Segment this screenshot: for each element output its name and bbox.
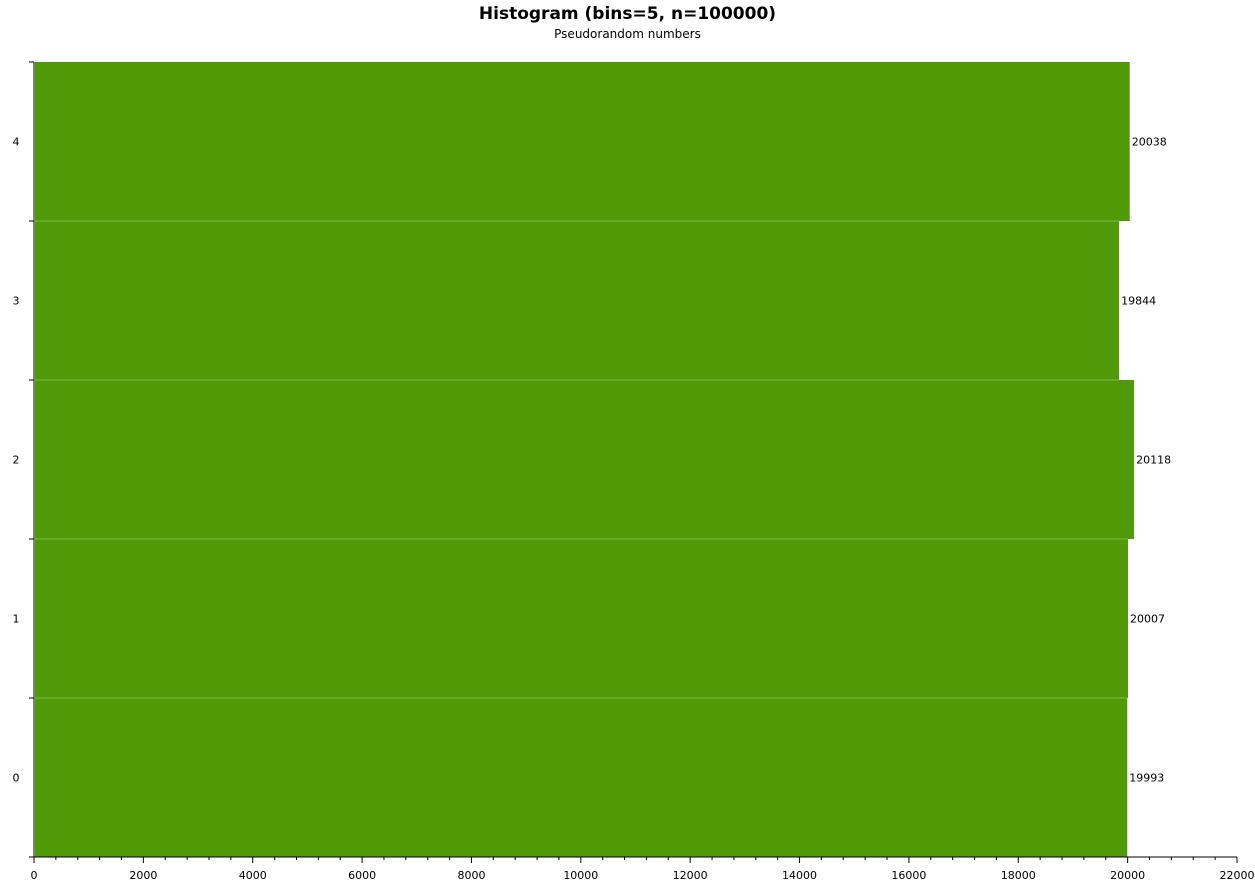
data-label-4: 20038	[1132, 136, 1167, 149]
bar-4	[35, 62, 1130, 221]
data-label-0: 19993	[1129, 772, 1164, 785]
x-tick-label: 8000	[457, 869, 485, 882]
bar-0	[35, 698, 1128, 857]
labels-layer: 19993 0 20007 1 20118 2 19844 3 20038 4 0 2000 4000 6…	[13, 136, 1255, 883]
x-tick-label: 16000	[891, 869, 926, 882]
bar-3	[35, 221, 1120, 380]
x-tick-label: 10000	[563, 869, 598, 882]
chart-title: Histogram (bins=5, n=100000)	[478, 4, 777, 24]
bars-layer	[35, 62, 1135, 857]
y-tick-label-3: 3	[13, 295, 20, 308]
x-tick-label: 6000	[348, 869, 376, 882]
data-label-2: 20118	[1136, 454, 1171, 467]
x-tick-label: 4000	[239, 869, 267, 882]
bar-1	[35, 539, 1129, 698]
data-label-3: 19844	[1121, 295, 1156, 308]
bar-2	[35, 380, 1135, 539]
chart-subtitle: Pseudorandom numbers	[554, 27, 701, 41]
y-tick-label-2: 2	[13, 454, 20, 467]
x-tick-label: 2000	[129, 869, 157, 882]
axes-layer	[29, 61, 1238, 863]
y-tick-label-4: 4	[13, 136, 20, 149]
y-tick-label-0: 0	[13, 772, 20, 785]
x-tick-label: 14000	[782, 869, 817, 882]
x-tick-label: 18000	[1001, 869, 1036, 882]
x-tick-label: 0	[31, 869, 38, 882]
data-label-1: 20007	[1130, 613, 1165, 626]
x-tick-label: 12000	[673, 869, 708, 882]
x-tick-label: 22000	[1220, 869, 1255, 882]
bar-separators	[35, 220, 1129, 699]
x-tick-label: 20000	[1110, 869, 1145, 882]
y-tick-label-1: 1	[13, 613, 20, 626]
